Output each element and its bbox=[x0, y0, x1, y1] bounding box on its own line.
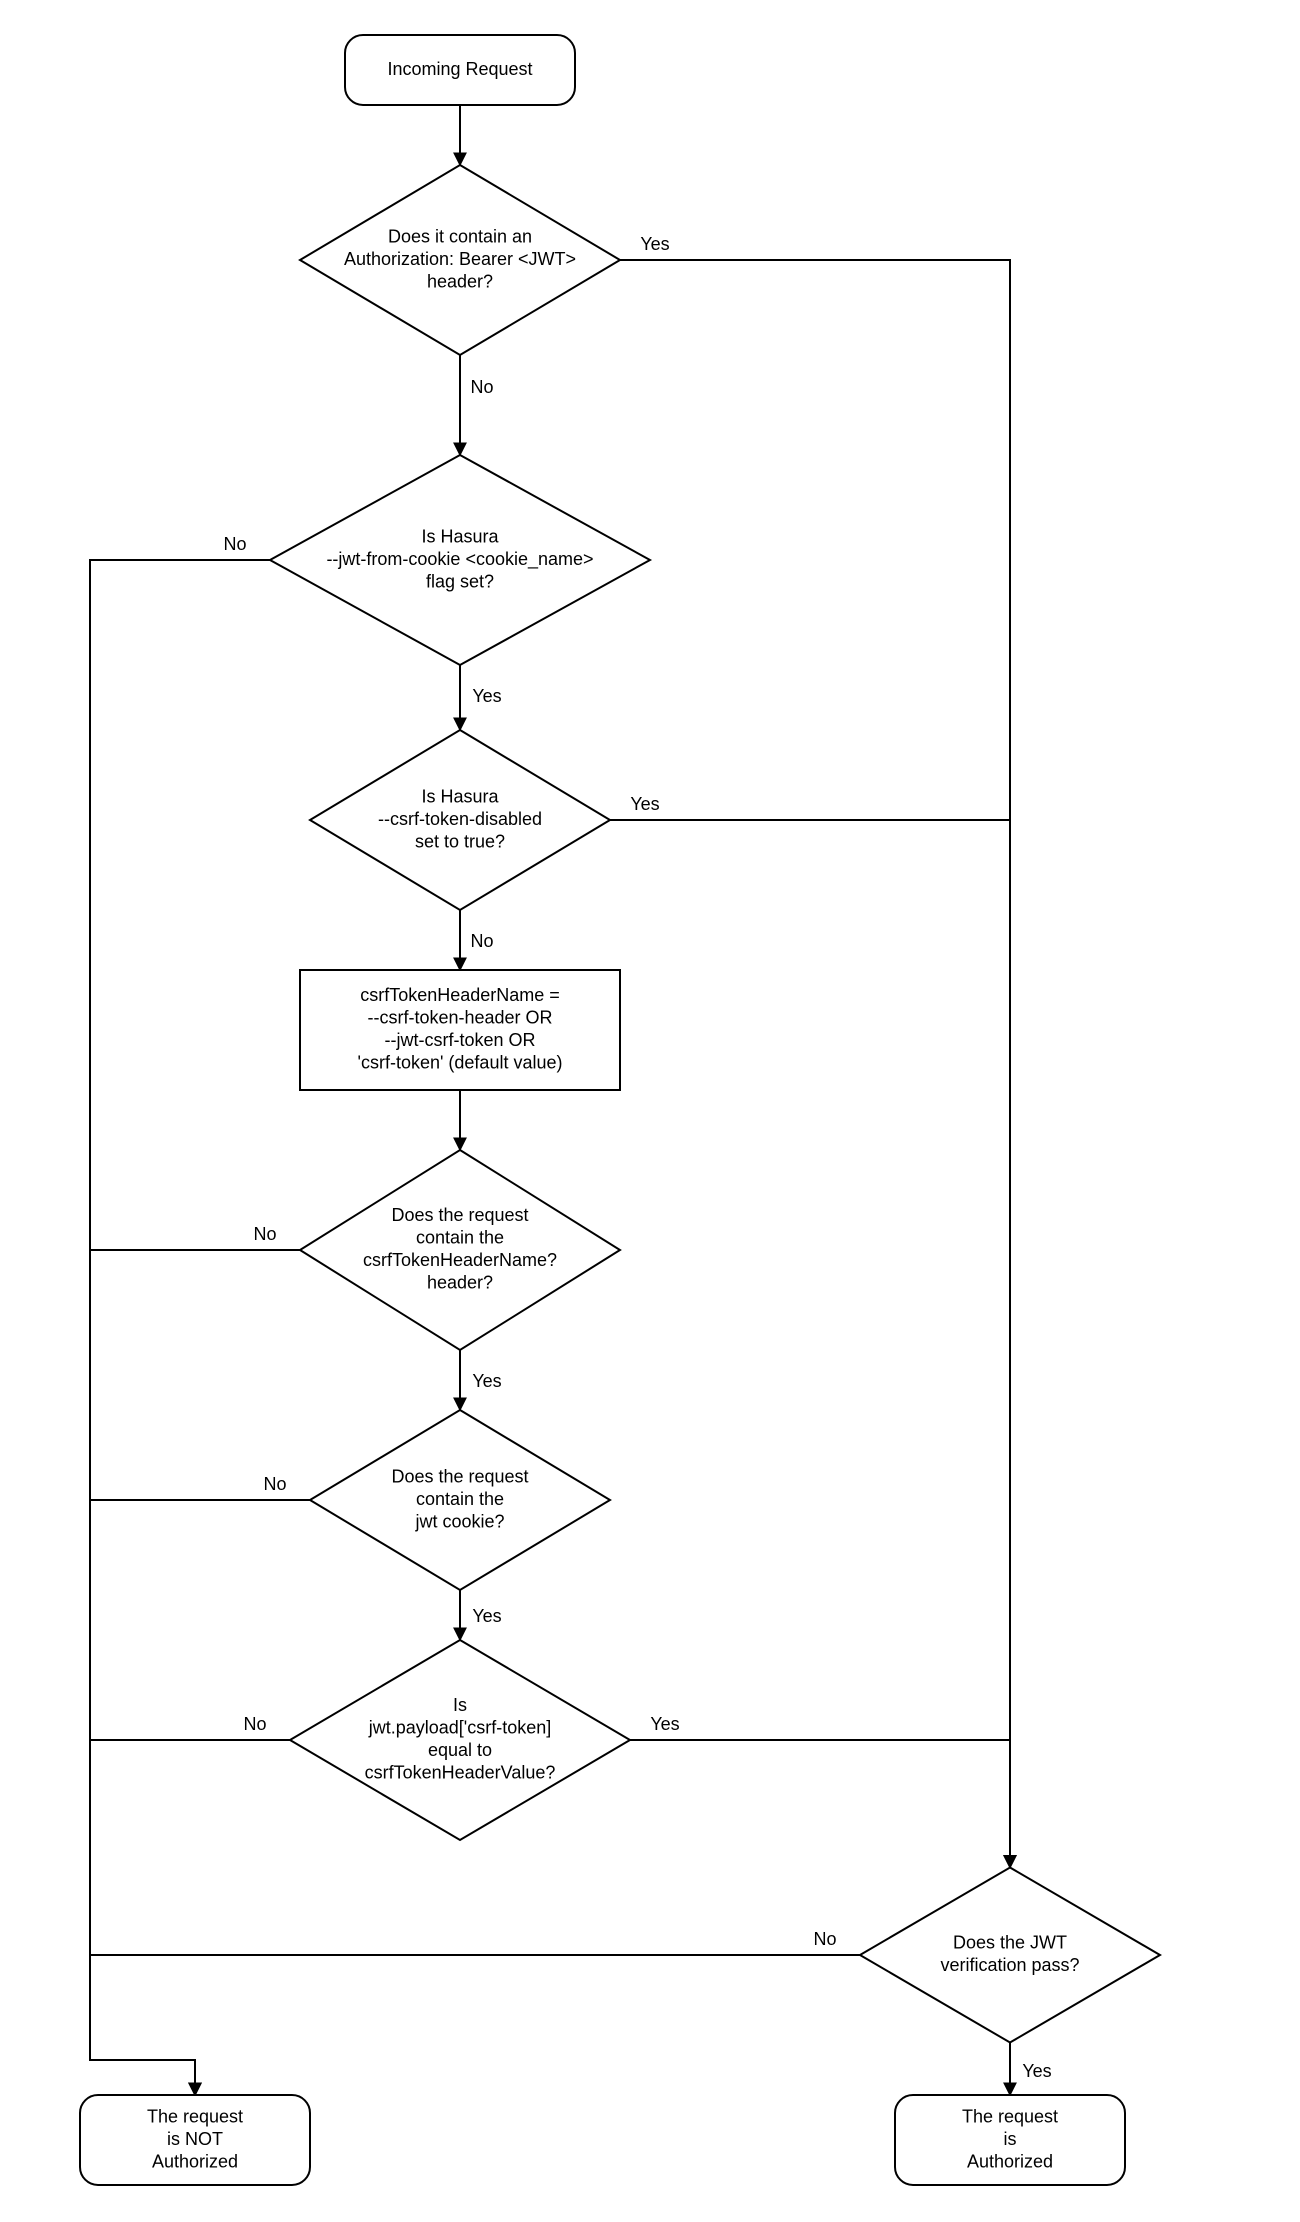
edge-label: Yes bbox=[472, 1606, 501, 1626]
node-label: csrfTokenHeaderValue? bbox=[365, 1763, 556, 1783]
node-label: The request bbox=[962, 2106, 1058, 2126]
node-label: jwt cookie? bbox=[414, 1511, 504, 1531]
node-label: Does the request bbox=[391, 1466, 528, 1486]
node-label: is bbox=[1004, 2129, 1017, 2149]
node-label: header? bbox=[427, 271, 493, 291]
edge bbox=[90, 1500, 310, 2095]
node-start: Incoming Request bbox=[345, 35, 575, 105]
flowchart-canvas: No Yes No Yes Yes No No Yes No Yes No Yes No Yes Incom… bbox=[0, 0, 1300, 2222]
node-d_jwt_verify: Does the JWTverification pass? bbox=[860, 1868, 1160, 2043]
node-d_bearer: Does it contain an Authorization: Bearer … bbox=[300, 165, 620, 355]
edge bbox=[90, 1740, 290, 2095]
edge-label: No bbox=[243, 1714, 266, 1734]
node-label: equal to bbox=[428, 1740, 492, 1760]
node-label: is NOT bbox=[167, 2129, 223, 2149]
edge bbox=[630, 1740, 1010, 1868]
node-label: set to true? bbox=[415, 831, 505, 851]
node-label: contain the bbox=[416, 1489, 504, 1509]
node-label: --csrf-token-disabled bbox=[378, 809, 542, 829]
node-label: header? bbox=[427, 1273, 493, 1293]
edge bbox=[90, 1955, 860, 2095]
edge-label: Yes bbox=[1022, 2061, 1051, 2081]
node-d_has_jwt_cookie: Does the request contain thejwt cookie? bbox=[310, 1410, 610, 1590]
node-label: Incoming Request bbox=[387, 59, 532, 79]
edge bbox=[90, 560, 270, 2095]
edge-label: No bbox=[470, 931, 493, 951]
edge-label: No bbox=[813, 1929, 836, 1949]
node-label: --jwt-from-cookie <cookie_name> bbox=[326, 549, 593, 570]
node-t_not_auth: The request is NOTAuthorized bbox=[80, 2095, 310, 2185]
edge-label: No bbox=[223, 534, 246, 554]
node-d_csrf_match: Is jwt.payload['csrf-token]equal to csrfTo… bbox=[290, 1640, 630, 1840]
edge-label: Yes bbox=[640, 234, 669, 254]
node-label: Authorized bbox=[152, 2151, 238, 2171]
edge-label: No bbox=[253, 1224, 276, 1244]
node-label: Does the request bbox=[391, 1205, 528, 1225]
node-d_csrf_disabled: Is Hasura --csrf-token-disabledset to tru… bbox=[310, 730, 610, 910]
node-label: verification pass? bbox=[940, 1955, 1079, 1975]
node-label: Is Hasura bbox=[421, 786, 499, 806]
node-label: Authorization: Bearer <JWT> bbox=[344, 249, 576, 269]
node-label: Is Hasura bbox=[421, 526, 499, 546]
node-label: csrfTokenHeaderName = bbox=[360, 985, 560, 1005]
edge bbox=[90, 1250, 300, 2095]
node-p_csrf_name: csrfTokenHeaderName = --csrf-token-header… bbox=[300, 970, 620, 1090]
node-t_auth: The request isAuthorized bbox=[895, 2095, 1125, 2185]
node-label: Does it contain an bbox=[388, 226, 532, 246]
node-label: --jwt-csrf-token OR bbox=[384, 1030, 535, 1050]
node-label: contain the bbox=[416, 1228, 504, 1248]
node-label: Authorized bbox=[967, 2151, 1053, 2171]
node-label: The request bbox=[147, 2106, 243, 2126]
node-label: csrfTokenHeaderName? bbox=[363, 1250, 557, 1270]
node-d_cookie_flag: Is Hasura --jwt-from-cookie <cookie_name>… bbox=[270, 455, 650, 665]
edge-label: No bbox=[263, 1474, 286, 1494]
edge-label: Yes bbox=[472, 1371, 501, 1391]
edge-label: Yes bbox=[472, 686, 501, 706]
node-label: jwt.payload['csrf-token] bbox=[368, 1718, 552, 1738]
edge-label: Yes bbox=[630, 794, 659, 814]
node-label: flag set? bbox=[426, 571, 494, 591]
node-label: Is bbox=[453, 1695, 467, 1715]
edge bbox=[610, 820, 1010, 1868]
edge-label: No bbox=[470, 377, 493, 397]
node-d_has_header: Does the request contain thecsrfTokenHead… bbox=[300, 1150, 620, 1350]
edge-label: Yes bbox=[650, 1714, 679, 1734]
node-label: 'csrf-token' (default value) bbox=[358, 1053, 563, 1073]
node-label: Does the JWT bbox=[953, 1933, 1067, 1953]
node-label: --csrf-token-header OR bbox=[367, 1008, 552, 1028]
edge bbox=[620, 260, 1010, 1868]
